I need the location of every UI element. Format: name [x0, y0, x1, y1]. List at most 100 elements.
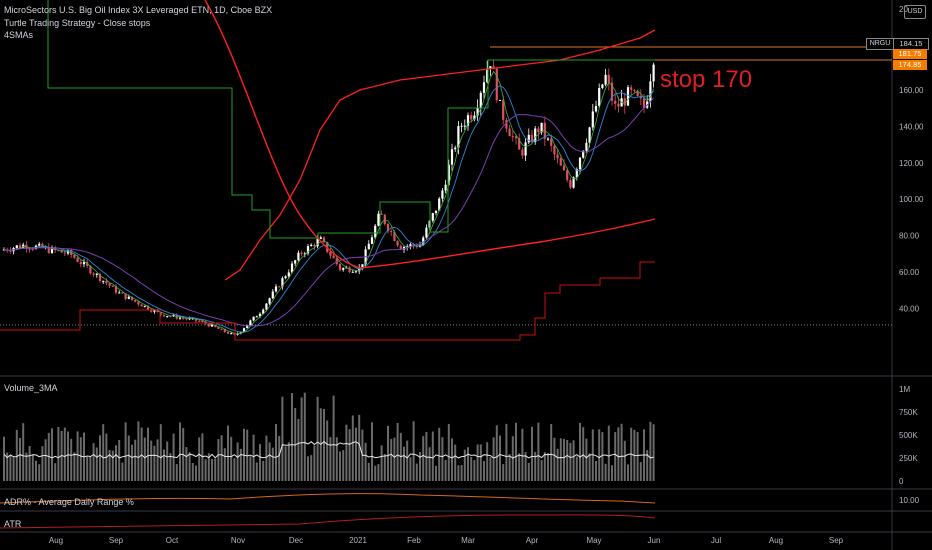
price-pane[interactable] [0, 0, 892, 341]
candle-body [553, 145, 556, 155]
volume-bar [54, 463, 57, 481]
volume-pane-title[interactable]: Volume_3MA [4, 383, 58, 393]
candle-body [354, 271, 358, 273]
candle-body [550, 138, 553, 146]
volume-bar [611, 465, 613, 481]
candle-body [482, 82, 486, 93]
candle-body [76, 257, 79, 262]
volume-bar [169, 453, 172, 481]
candle-body [182, 317, 185, 319]
volume-tick-label: 250K [899, 454, 918, 463]
volume-bar [367, 462, 370, 481]
candle-body [415, 245, 418, 248]
volume-bar [623, 440, 626, 481]
candle-body [73, 254, 76, 258]
volume-bar [41, 446, 44, 481]
volume-bar [268, 442, 271, 481]
volume-bar [134, 439, 137, 481]
candle-body [556, 154, 559, 159]
adr-line [0, 493, 656, 504]
volume-bar [316, 396, 319, 481]
volume-bar [89, 456, 92, 481]
volume-bar [457, 465, 460, 481]
candle-body [294, 260, 297, 264]
volume-bar [569, 442, 572, 481]
candle-body [540, 122, 543, 133]
volume-bar [358, 414, 361, 481]
candle-body [412, 244, 415, 246]
volume-bar [412, 421, 415, 481]
volume-bar [540, 460, 543, 481]
candle-body [562, 165, 566, 171]
candle-body [230, 333, 233, 335]
volume-bar [431, 431, 434, 481]
time-tick-label: Sep [829, 536, 844, 545]
candle-body [537, 128, 540, 133]
adr-pane-title[interactable]: ADR% - Average Daily Range % [4, 497, 134, 507]
price-tick-label: 20 [899, 5, 908, 14]
volume-ma-line [3, 441, 654, 459]
volume-bar [86, 456, 89, 481]
volume-bar [275, 424, 277, 481]
candle-body [137, 301, 140, 305]
volume-bar [124, 422, 127, 481]
volume-bar [598, 429, 601, 481]
price-tag-2: 181.75 [893, 49, 927, 59]
candle-body [390, 231, 393, 233]
volume-bar [281, 396, 284, 481]
sma-slow-line [3, 97, 654, 327]
candle-body [60, 250, 63, 253]
volume-bar [313, 445, 316, 481]
adr-tick-label: 10.00 [899, 496, 920, 505]
volume-bar [470, 457, 473, 481]
volume-tick-label: 500K [899, 431, 918, 440]
volume-bar [271, 447, 274, 481]
volume-bar [156, 439, 159, 481]
volume-bar [246, 429, 249, 481]
candle-body [559, 158, 562, 166]
volume-bar [31, 454, 34, 481]
candle-body [233, 333, 236, 335]
volume-bar [121, 462, 124, 481]
atr-pane-title[interactable]: ATR [4, 519, 22, 529]
candle-body [95, 273, 98, 275]
volume-bar [383, 453, 386, 481]
volume-bar [617, 427, 620, 481]
candle-body [28, 248, 31, 250]
volume-bar [425, 431, 428, 481]
candle-body [431, 213, 434, 221]
candle-body [326, 241, 329, 252]
time-tick-label: Sep [109, 536, 124, 545]
volume-pane[interactable] [3, 392, 655, 481]
candle-body [479, 92, 482, 108]
volume-bar [499, 435, 501, 481]
study-sma-label[interactable]: 4SMAs [4, 30, 34, 40]
price-tick-label: 160.00 [899, 86, 924, 95]
volume-bar [489, 457, 492, 481]
volume-bar [230, 436, 233, 481]
volume-bar [547, 453, 549, 481]
volume-bar [419, 452, 421, 481]
volume-bar [76, 431, 79, 481]
volume-bar [255, 462, 258, 481]
volume-bar [252, 434, 255, 481]
volume-bar [291, 393, 293, 481]
volume-bar [380, 445, 383, 481]
volume-bar [444, 459, 447, 481]
currency-badge[interactable]: USD [904, 5, 926, 19]
volume-bar [463, 449, 466, 481]
candle-body [386, 224, 390, 232]
volume-bar [57, 427, 60, 481]
volume-bar [3, 436, 5, 481]
candle-body [162, 314, 166, 317]
candle-body [594, 105, 598, 112]
candle-body [15, 245, 18, 249]
volume-bar [588, 453, 591, 481]
candle-body [239, 331, 242, 334]
volume-bar [348, 429, 351, 481]
study-turtle-label[interactable]: Turtle Trading Strategy - Close stops [4, 18, 151, 28]
candle-body [450, 149, 454, 165]
candle-body [441, 190, 444, 199]
symbol-title[interactable]: MicroSectors U.S. Big Oil Index 3X Lever… [4, 5, 273, 15]
